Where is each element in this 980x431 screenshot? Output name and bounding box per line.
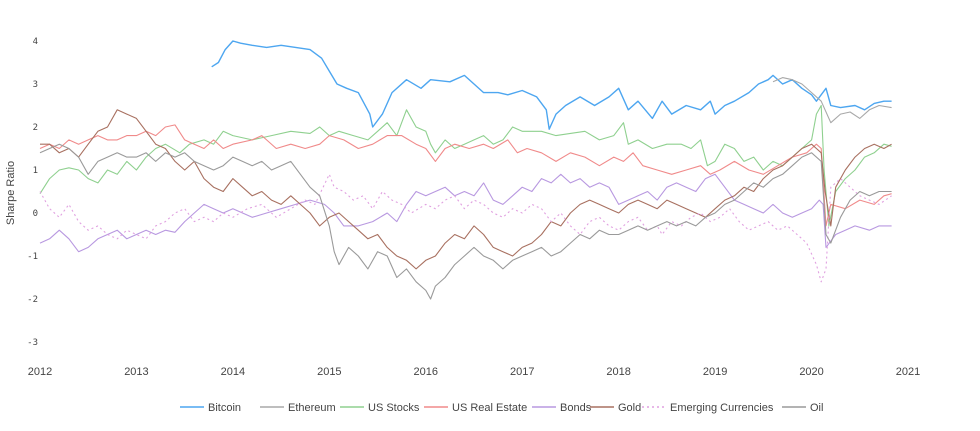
legend-label: Oil [810,402,823,414]
series-line-emerging-currencies [39,173,892,283]
y-tick-label: 4 [33,37,38,47]
y-tick-label: -1 [27,252,38,262]
legend[interactable]: Bitcoin Ethereum US Stocks US Real Estate Bo… [180,402,823,414]
legend-item-us-real-estate[interactable]: US Real Estate [424,402,527,414]
legend-item-us-stocks[interactable]: US Stocks [340,402,420,414]
x-tick-label: 2013 [124,366,148,378]
legend-label: Bitcoin [208,402,241,414]
series-line-us-stocks [39,104,892,227]
y-tick-label: 0 [33,209,38,219]
legend-label: Gold [618,402,641,414]
legend-item-bitcoin[interactable]: Bitcoin [180,402,241,414]
series-line-us-real-estate [39,124,892,227]
legend-label: US Real Estate [452,402,527,414]
legend-label: Emerging Currencies [670,402,774,414]
y-tick-label: -2 [27,295,38,305]
x-tick-label: 2015 [317,366,341,378]
series-lines [39,40,892,300]
y-tick-label: 3 [33,80,38,90]
legend-label: US Stocks [368,402,420,414]
series-line-bitcoin [211,40,892,130]
x-tick-label: 2019 [703,366,727,378]
series-line-ethereum [772,77,892,124]
legend-item-gold[interactable]: Gold [590,402,641,414]
y-tick-label: 1 [33,166,38,176]
legend-label: Bonds [560,402,592,414]
series-line-gold [40,109,892,270]
x-tick-label: 2014 [221,366,245,378]
x-tick-label: 2016 [414,366,438,378]
y-tick-label: -3 [27,338,38,348]
x-tick-label: 2012 [28,366,52,378]
x-tick-labels: 2012 2013 2014 2015 2016 2017 2018 2019 2020 2021 [28,366,920,378]
legend-item-ethereum[interactable]: Ethereum [260,402,336,414]
legend-item-oil[interactable]: Oil [782,402,823,414]
legend-item-emerging-currencies[interactable]: Emerging Currencies [642,402,774,414]
series-line-bonds [39,173,892,253]
x-tick-label: 2017 [510,366,534,378]
y-axis-label: Sharpe Ratio [5,161,17,225]
y-tick-label: 2 [33,123,38,133]
legend-item-bonds[interactable]: Bonds [532,402,592,414]
x-tick-label: 2021 [896,366,920,378]
y-tick-labels: -3 -2 -1 0 1 2 3 4 [27,37,38,348]
legend-label: Ethereum [288,402,336,414]
x-tick-label: 2020 [799,366,823,378]
x-tick-label: 2018 [606,366,630,378]
series-line-oil [39,143,892,300]
